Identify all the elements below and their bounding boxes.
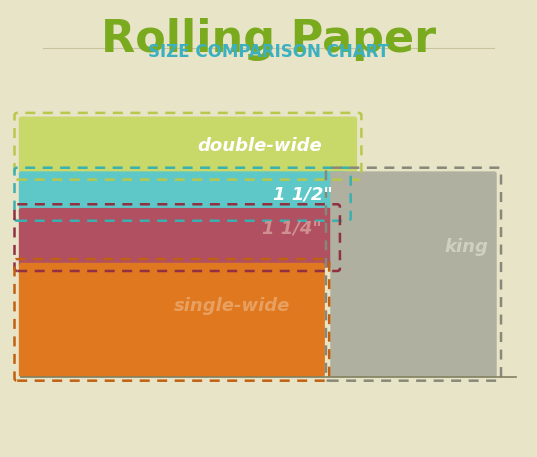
FancyBboxPatch shape	[19, 208, 336, 267]
Text: single-wide: single-wide	[173, 297, 290, 315]
FancyBboxPatch shape	[330, 171, 497, 377]
Text: SIZE COMPARISON CHART: SIZE COMPARISON CHART	[148, 43, 389, 61]
Text: king: king	[445, 238, 489, 256]
FancyBboxPatch shape	[19, 263, 325, 377]
FancyBboxPatch shape	[19, 171, 346, 217]
Text: Rolling Paper: Rolling Paper	[101, 18, 436, 61]
Text: 1 1/4": 1 1/4"	[263, 219, 322, 238]
Text: 1 1/2": 1 1/2"	[273, 185, 333, 203]
Text: double-wide: double-wide	[198, 137, 322, 155]
FancyBboxPatch shape	[19, 117, 357, 176]
